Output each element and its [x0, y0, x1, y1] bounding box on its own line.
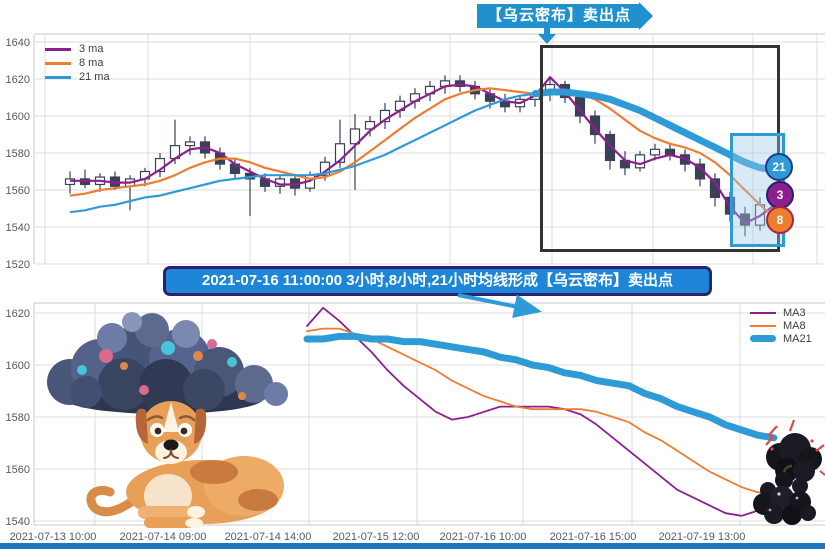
candle-up	[364, 120, 376, 130]
candle-down	[589, 115, 601, 136]
svg-text:1640: 1640	[6, 37, 30, 49]
ma8-swatch-icon	[45, 61, 71, 65]
ma8-end-badge: 8	[766, 206, 794, 234]
callout-arrow-icon	[544, 27, 550, 35]
8ma-line	[69, 87, 776, 219]
sell-point-callout: 【乌云密布】卖出点	[477, 2, 654, 30]
legend-label: MA8	[783, 319, 806, 332]
bottom-chart-legend: MA3 MA8 MA21	[750, 306, 812, 345]
svg-text:2021-07-16 15:00: 2021-07-16 15:00	[550, 531, 637, 543]
ma3-swatch-icon	[45, 47, 71, 51]
ma3-swatch-icon	[750, 311, 776, 314]
svg-text:2021-07-19 13:00: 2021-07-19 13:00	[659, 531, 746, 543]
ma21-thick-overlay	[531, 88, 779, 174]
svg-text:1620: 1620	[6, 74, 30, 86]
legend-label: 21 ma	[79, 71, 110, 83]
candlestick-chart: 1640 1620 1600 1580 1560 1540 1520	[6, 33, 825, 270]
3ma-line	[70, 76, 776, 225]
svg-text:1560: 1560	[6, 185, 30, 197]
blackberries-illustration	[753, 464, 816, 525]
signal-annotation-text: 2021-07-16 11:00:00 3小时,8小时,21小时均线形成【乌云密…	[202, 272, 673, 289]
legend-item-ma21: MA21	[750, 332, 812, 345]
candle-up	[349, 128, 361, 145]
legend-label: MA3	[783, 306, 806, 319]
top-chart-legend: 3 ma 8 ma 21 ma	[45, 42, 110, 84]
sell-point-callout-text: 【乌云密布】卖出点	[487, 7, 632, 24]
thundercloud-illustration	[765, 419, 825, 482]
sell-window-box	[540, 45, 780, 252]
candle-down	[604, 133, 616, 161]
callout-arrowhead-icon	[538, 34, 556, 44]
bottom-edge-bar	[0, 543, 825, 549]
candle-up	[334, 143, 346, 163]
legend-item-8ma: 8 ma	[45, 56, 110, 70]
svg-text:2021-07-14 14:00: 2021-07-14 14:00	[225, 531, 312, 543]
ma21-swatch-icon	[750, 335, 776, 342]
ma21-swatch-icon	[45, 75, 71, 79]
svg-text:1540: 1540	[6, 516, 30, 528]
svg-text:2021-07-16 10:00: 2021-07-16 10:00	[440, 531, 527, 543]
legend-item-ma3: MA3	[750, 306, 812, 319]
svg-text:1620: 1620	[6, 308, 30, 320]
legend-item-21ma: 21 ma	[45, 70, 110, 84]
dog-illustration	[86, 401, 284, 528]
legend-label: MA21	[783, 332, 812, 345]
svg-text:1580: 1580	[6, 412, 30, 424]
annotation-pointer-arrow-icon	[457, 293, 542, 319]
legend-item-ma8: MA8	[750, 319, 812, 332]
MA3-line	[306, 306, 775, 517]
svg-text:1560: 1560	[6, 464, 30, 476]
signal-annotation: 2021-07-16 11:00:00 3小时,8小时,21小时均线形成【乌云密…	[163, 266, 712, 296]
svg-text:1600: 1600	[6, 360, 30, 372]
badge-label: 8	[776, 213, 784, 227]
badge-label: 3	[776, 188, 784, 202]
MA21-line	[303, 332, 778, 442]
candle-down	[574, 96, 586, 117]
legend-label: 3 ma	[79, 43, 104, 55]
ma3-end-badge: 3	[766, 181, 794, 209]
svg-text:2021-07-15 12:00: 2021-07-15 12:00	[333, 531, 420, 543]
candle-up	[184, 141, 196, 147]
svg-text:2021-07-14 09:00: 2021-07-14 09:00	[120, 531, 207, 543]
MA8-line	[306, 327, 775, 494]
ma21-end-badge: 21	[765, 153, 793, 181]
ma8-swatch-icon	[750, 324, 776, 327]
badge-label: 21	[772, 160, 786, 174]
svg-text:1520: 1520	[6, 259, 30, 270]
legend-label: 8 ma	[79, 57, 104, 69]
svg-text:1600: 1600	[6, 111, 30, 123]
storm-cloud-illustration	[47, 312, 288, 414]
legend-item-3ma: 3 ma	[45, 42, 110, 56]
svg-text:1580: 1580	[6, 148, 30, 160]
candle-up	[649, 148, 661, 156]
svg-text:1540: 1540	[6, 222, 30, 234]
svg-text:2021-07-13 10:00: 2021-07-13 10:00	[10, 531, 97, 543]
